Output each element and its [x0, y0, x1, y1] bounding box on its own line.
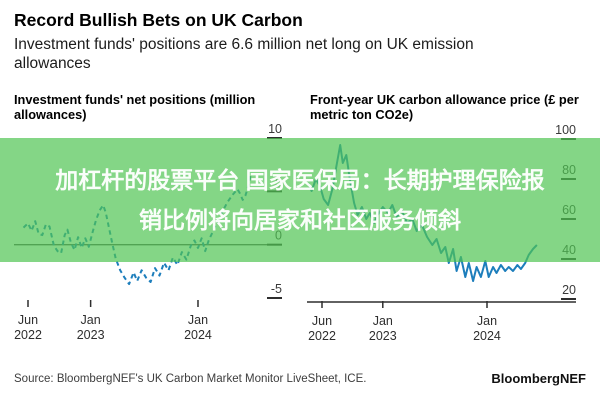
- x-tick-label: Jan: [373, 314, 393, 328]
- x-tick-label: Jun: [312, 314, 332, 328]
- y-tick-label: 100: [555, 123, 576, 137]
- x-tick-label: 2024: [184, 328, 212, 342]
- right-chart-title: Front-year UK carbon allowance price (£ …: [310, 92, 579, 123]
- left-chart-title: Investment funds' net positions (million…: [14, 92, 256, 123]
- y-tick-mark: [561, 298, 576, 300]
- x-tick-label: 2022: [14, 328, 42, 342]
- x-tick-label: 2023: [369, 329, 397, 343]
- y-tick-label: -5: [271, 282, 282, 296]
- y-tick-label: 10: [268, 122, 282, 136]
- page-title: Record Bullish Bets on UK Carbon: [14, 10, 303, 30]
- page-subtitle: Investment funds' positions are 6.6 mill…: [14, 36, 474, 72]
- x-tick-label: 2024: [473, 329, 501, 343]
- x-tick-label: 2023: [77, 328, 105, 342]
- x-tick-label: Jun: [18, 313, 38, 327]
- overlay-banner: 加杠杆的股票平台 国家医保局：长期护理保险报 销比例将向居家和社区服务倾斜: [0, 138, 600, 262]
- y-tick-label: 20: [562, 283, 576, 297]
- x-tick-label: 2022: [308, 329, 336, 343]
- bloombergnef-logo: BloombergNEF: [491, 371, 586, 386]
- x-tick-label: Jan: [477, 314, 497, 328]
- x-tick-label: Jan: [81, 313, 101, 327]
- source-note: Source: BloombergNEF's UK Carbon Market …: [14, 373, 367, 385]
- banner-text-line1: 加杠杆的股票平台 国家医保局：长期护理保险报: [55, 167, 545, 193]
- y-tick-mark: [267, 297, 282, 299]
- banner-text-line2: 销比例将向居家和社区服务倾斜: [139, 207, 461, 233]
- x-tick-label: Jan: [188, 313, 208, 327]
